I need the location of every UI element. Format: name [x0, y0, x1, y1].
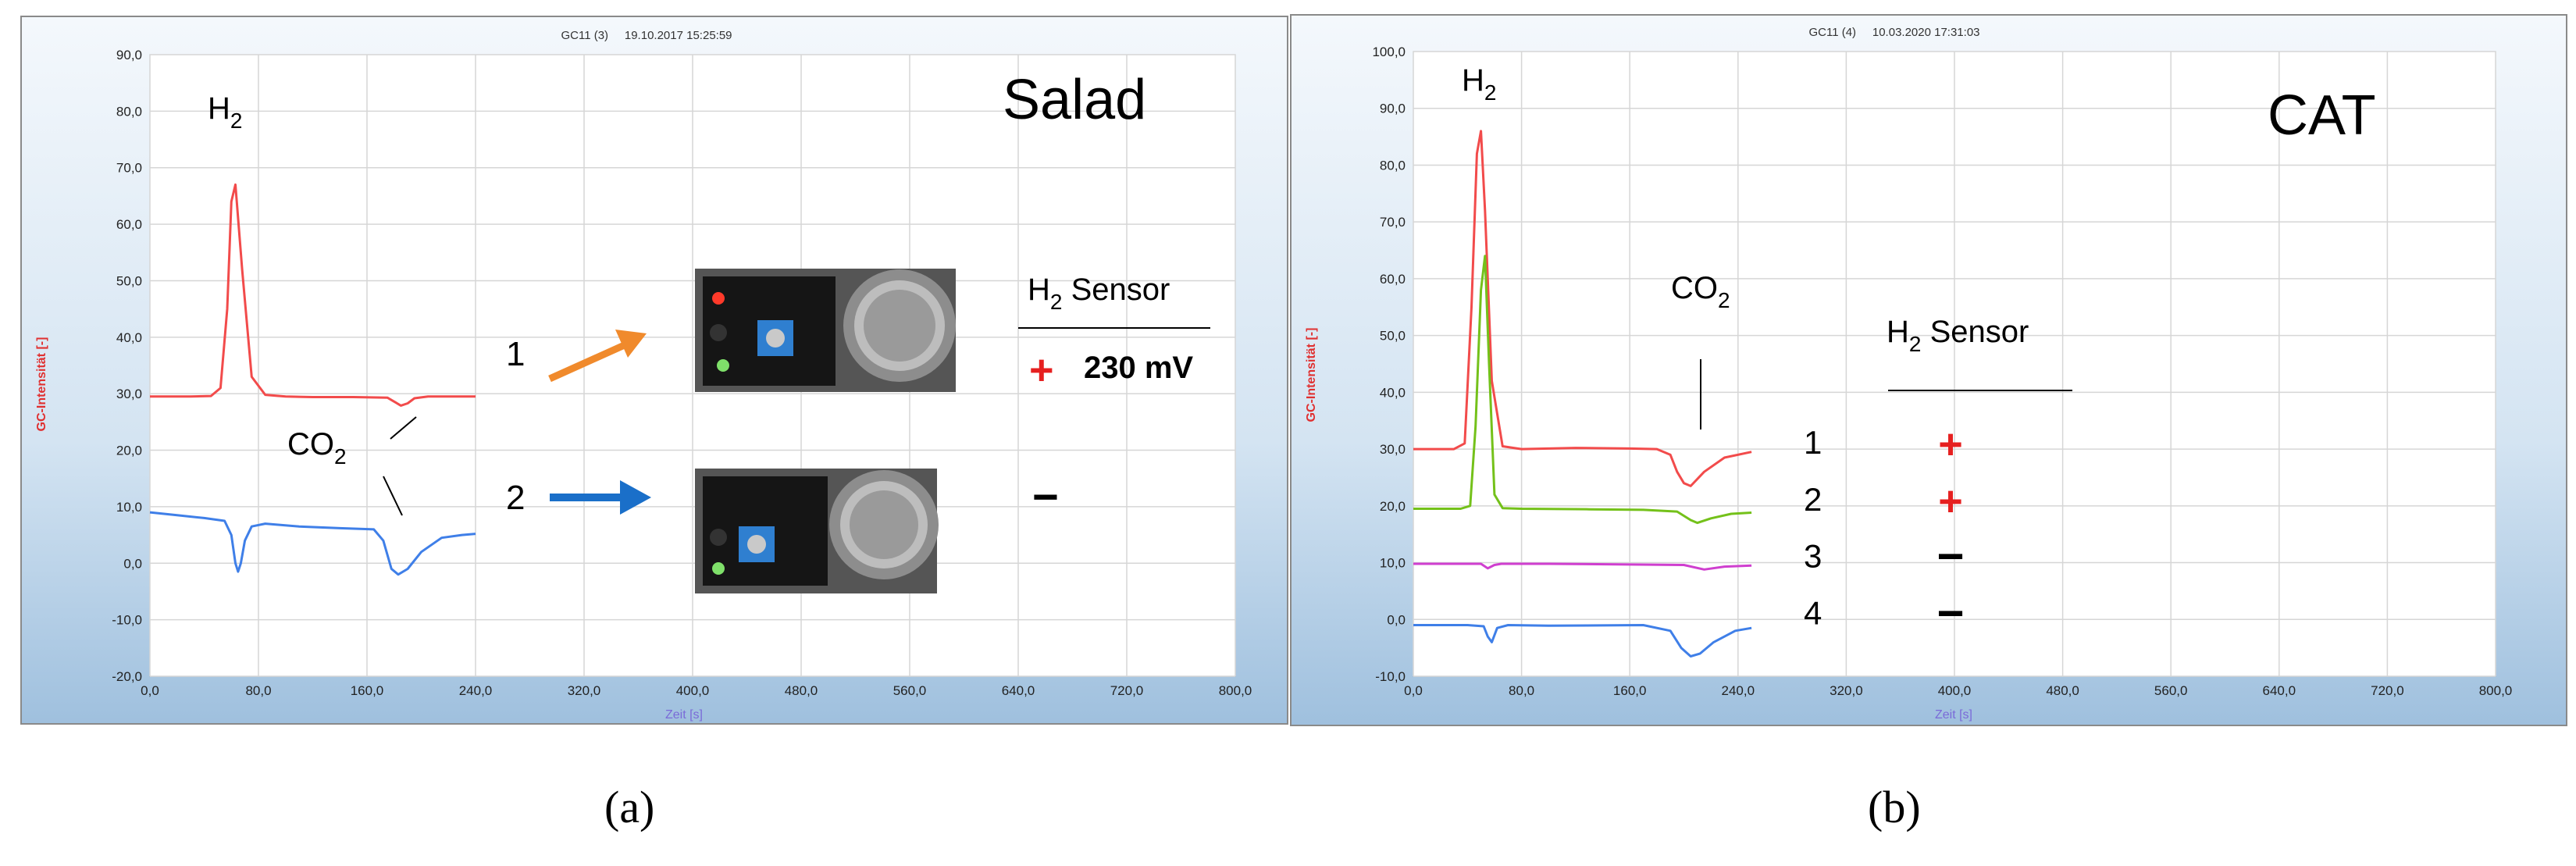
x-tick-label: 480,0 — [2046, 683, 2079, 698]
co2-label: CO2 — [287, 427, 347, 469]
y-tick-label: 10,0 — [1380, 556, 1406, 571]
y-tick-label: 30,0 — [116, 387, 142, 401]
y-tick-label: 10,0 — [116, 500, 142, 515]
y-tick-labels: -10,0 0,0 10,0 20,0 30,0 40,0 50,0 60,0 70,0 80,0… — [1372, 45, 1406, 684]
chart-header: GC11 (4) 10.03.2020 17:31:03 — [1808, 26, 1979, 39]
y-tick-label: -20,0 — [112, 669, 142, 684]
h2-label: H2 — [1462, 63, 1496, 105]
x-axis-label: Zeit [s] — [1935, 708, 1972, 722]
chart-title: Salad — [1003, 69, 1146, 131]
series-line-red — [150, 183, 476, 407]
y-axis-label: GC-Intensität [-] — [1305, 328, 1318, 422]
y-tick-label: 40,0 — [116, 330, 142, 345]
caption-a: (a) — [604, 782, 655, 832]
sensor-photo-2 — [695, 469, 939, 593]
y-tick-label: 40,0 — [1380, 385, 1406, 400]
sensor-photo-1 — [695, 269, 956, 392]
x-axis-label: Zeit [s] — [665, 708, 703, 722]
sensor-plus: + — [1029, 347, 1054, 394]
co2-label: CO2 — [1671, 271, 1730, 312]
y-tick-label: -10,0 — [1375, 669, 1406, 684]
co2-pointer-2 — [383, 476, 403, 516]
sensor-1-number: 1 — [506, 335, 525, 373]
x-tick-label: 400,0 — [1938, 683, 1972, 698]
co2-pointer-1 — [390, 416, 417, 440]
y-tick-label: 50,0 — [116, 273, 142, 288]
x-tick-label: 0,0 — [1404, 683, 1423, 698]
sensor-row-minus: − — [1936, 586, 1964, 639]
series-line-green — [1413, 255, 1752, 525]
sensor-row-number: 3 — [1804, 538, 1822, 575]
sensor-minus: − — [1032, 472, 1059, 522]
x-tick-labels: 0,0 80,0 160,0 240,0 320,0 400,0 480,0 560,0 640… — [1404, 683, 2512, 698]
sensor-heading: H2 Sensor — [1028, 273, 1170, 314]
caption-b: (b) — [1868, 782, 1921, 832]
y-tick-label: 70,0 — [116, 161, 142, 176]
sensor-row-plus: + — [1938, 478, 1963, 525]
x-tick-label: 320,0 — [568, 683, 601, 698]
y-tick-label: 80,0 — [1380, 158, 1406, 173]
y-tick-label: 60,0 — [116, 217, 142, 232]
series-group — [1413, 130, 1752, 658]
series-line-blue — [1413, 624, 1752, 658]
x-tick-label: 720,0 — [1110, 683, 1144, 698]
series-line-magenta — [1413, 562, 1752, 571]
x-tick-labels: 0,0 80,0 160,0 240,0 320,0 400,0 480,0 560,0 640… — [141, 683, 1252, 698]
y-axis-label: GC-Intensität [-] — [35, 337, 48, 432]
y-tick-label: 100,0 — [1372, 45, 1406, 59]
y-tick-label: 20,0 — [1380, 499, 1406, 514]
y-tick-label: 80,0 — [116, 104, 142, 119]
y-tick-label: 0,0 — [1387, 612, 1406, 627]
grid — [1413, 51, 2496, 677]
y-tick-label: 20,0 — [116, 444, 142, 458]
x-tick-label: 80,0 — [245, 683, 271, 698]
sensor-row-minus: − — [1936, 530, 1964, 583]
chart-panel-a: -20,0 -10,0 0,0 10,0 20,0 30,0 40,0 50,0 60,0 70,… — [20, 16, 1288, 725]
x-tick-label: 160,0 — [351, 683, 384, 698]
y-tick-labels: -20,0 -10,0 0,0 10,0 20,0 30,0 40,0 50,0 60,0 70,… — [112, 48, 142, 684]
x-tick-label: 560,0 — [2154, 683, 2188, 698]
x-tick-label: 320,0 — [1830, 683, 1863, 698]
x-tick-label: 160,0 — [1613, 683, 1647, 698]
chart-header: GC11 (3) 19.10.2017 15:25:59 — [561, 29, 732, 42]
x-tick-label: 0,0 — [141, 683, 159, 698]
sensor-heading: H2 Sensor — [1887, 315, 2029, 356]
y-tick-label: 90,0 — [1380, 102, 1406, 116]
y-tick-label: 50,0 — [1380, 329, 1406, 344]
y-tick-label: 60,0 — [1380, 272, 1406, 287]
h2-label: H2 — [208, 91, 242, 133]
series-line-blue — [149, 511, 476, 576]
x-tick-label: 480,0 — [785, 683, 818, 698]
x-tick-label: 560,0 — [893, 683, 927, 698]
y-tick-label: 70,0 — [1380, 215, 1406, 230]
y-tick-label: 30,0 — [1380, 442, 1406, 457]
y-tick-label: 0,0 — [123, 556, 142, 571]
x-tick-label: 640,0 — [1002, 683, 1035, 698]
y-tick-label: -10,0 — [112, 613, 142, 628]
sensor-value: 230 mV — [1084, 351, 1193, 385]
x-tick-label: 400,0 — [676, 683, 710, 698]
sensor-rows: 1 +2 +3 − 4 − — [1804, 421, 1965, 639]
x-tick-label: 720,0 — [2371, 683, 2404, 698]
chart-b-svg: -10,00,010,020,030,040,050,060,070,080,0… — [1305, 26, 2512, 722]
x-tick-label: 800,0 — [2479, 683, 2513, 698]
x-tick-label: 240,0 — [1722, 683, 1755, 698]
chart-panel-b: -10,0 0,0 10,0 20,0 30,0 40,0 50,0 60,0 70,0 80,0… — [1290, 14, 2567, 726]
series-line-red — [1413, 130, 1752, 487]
blue-arrow — [550, 480, 651, 515]
x-tick-label: 80,0 — [1509, 683, 1534, 698]
sensor-row-number: 4 — [1804, 594, 1822, 631]
sensor-row-number: 1 — [1804, 424, 1822, 461]
x-tick-label: 640,0 — [2263, 683, 2296, 698]
chart-a-svg: -20,0-10,00,010,020,030,040,050,060,070,… — [35, 29, 1252, 722]
x-tick-label: 240,0 — [459, 683, 493, 698]
y-tick-label: 90,0 — [116, 48, 142, 62]
orange-arrow — [548, 330, 647, 383]
sensor-row-plus: + — [1938, 421, 1963, 468]
chart-title: CAT — [2268, 84, 2376, 147]
series-group — [149, 183, 476, 576]
x-tick-label: 800,0 — [1219, 683, 1252, 698]
sensor-2-number: 2 — [506, 479, 525, 517]
sensor-row-number: 2 — [1804, 481, 1822, 518]
